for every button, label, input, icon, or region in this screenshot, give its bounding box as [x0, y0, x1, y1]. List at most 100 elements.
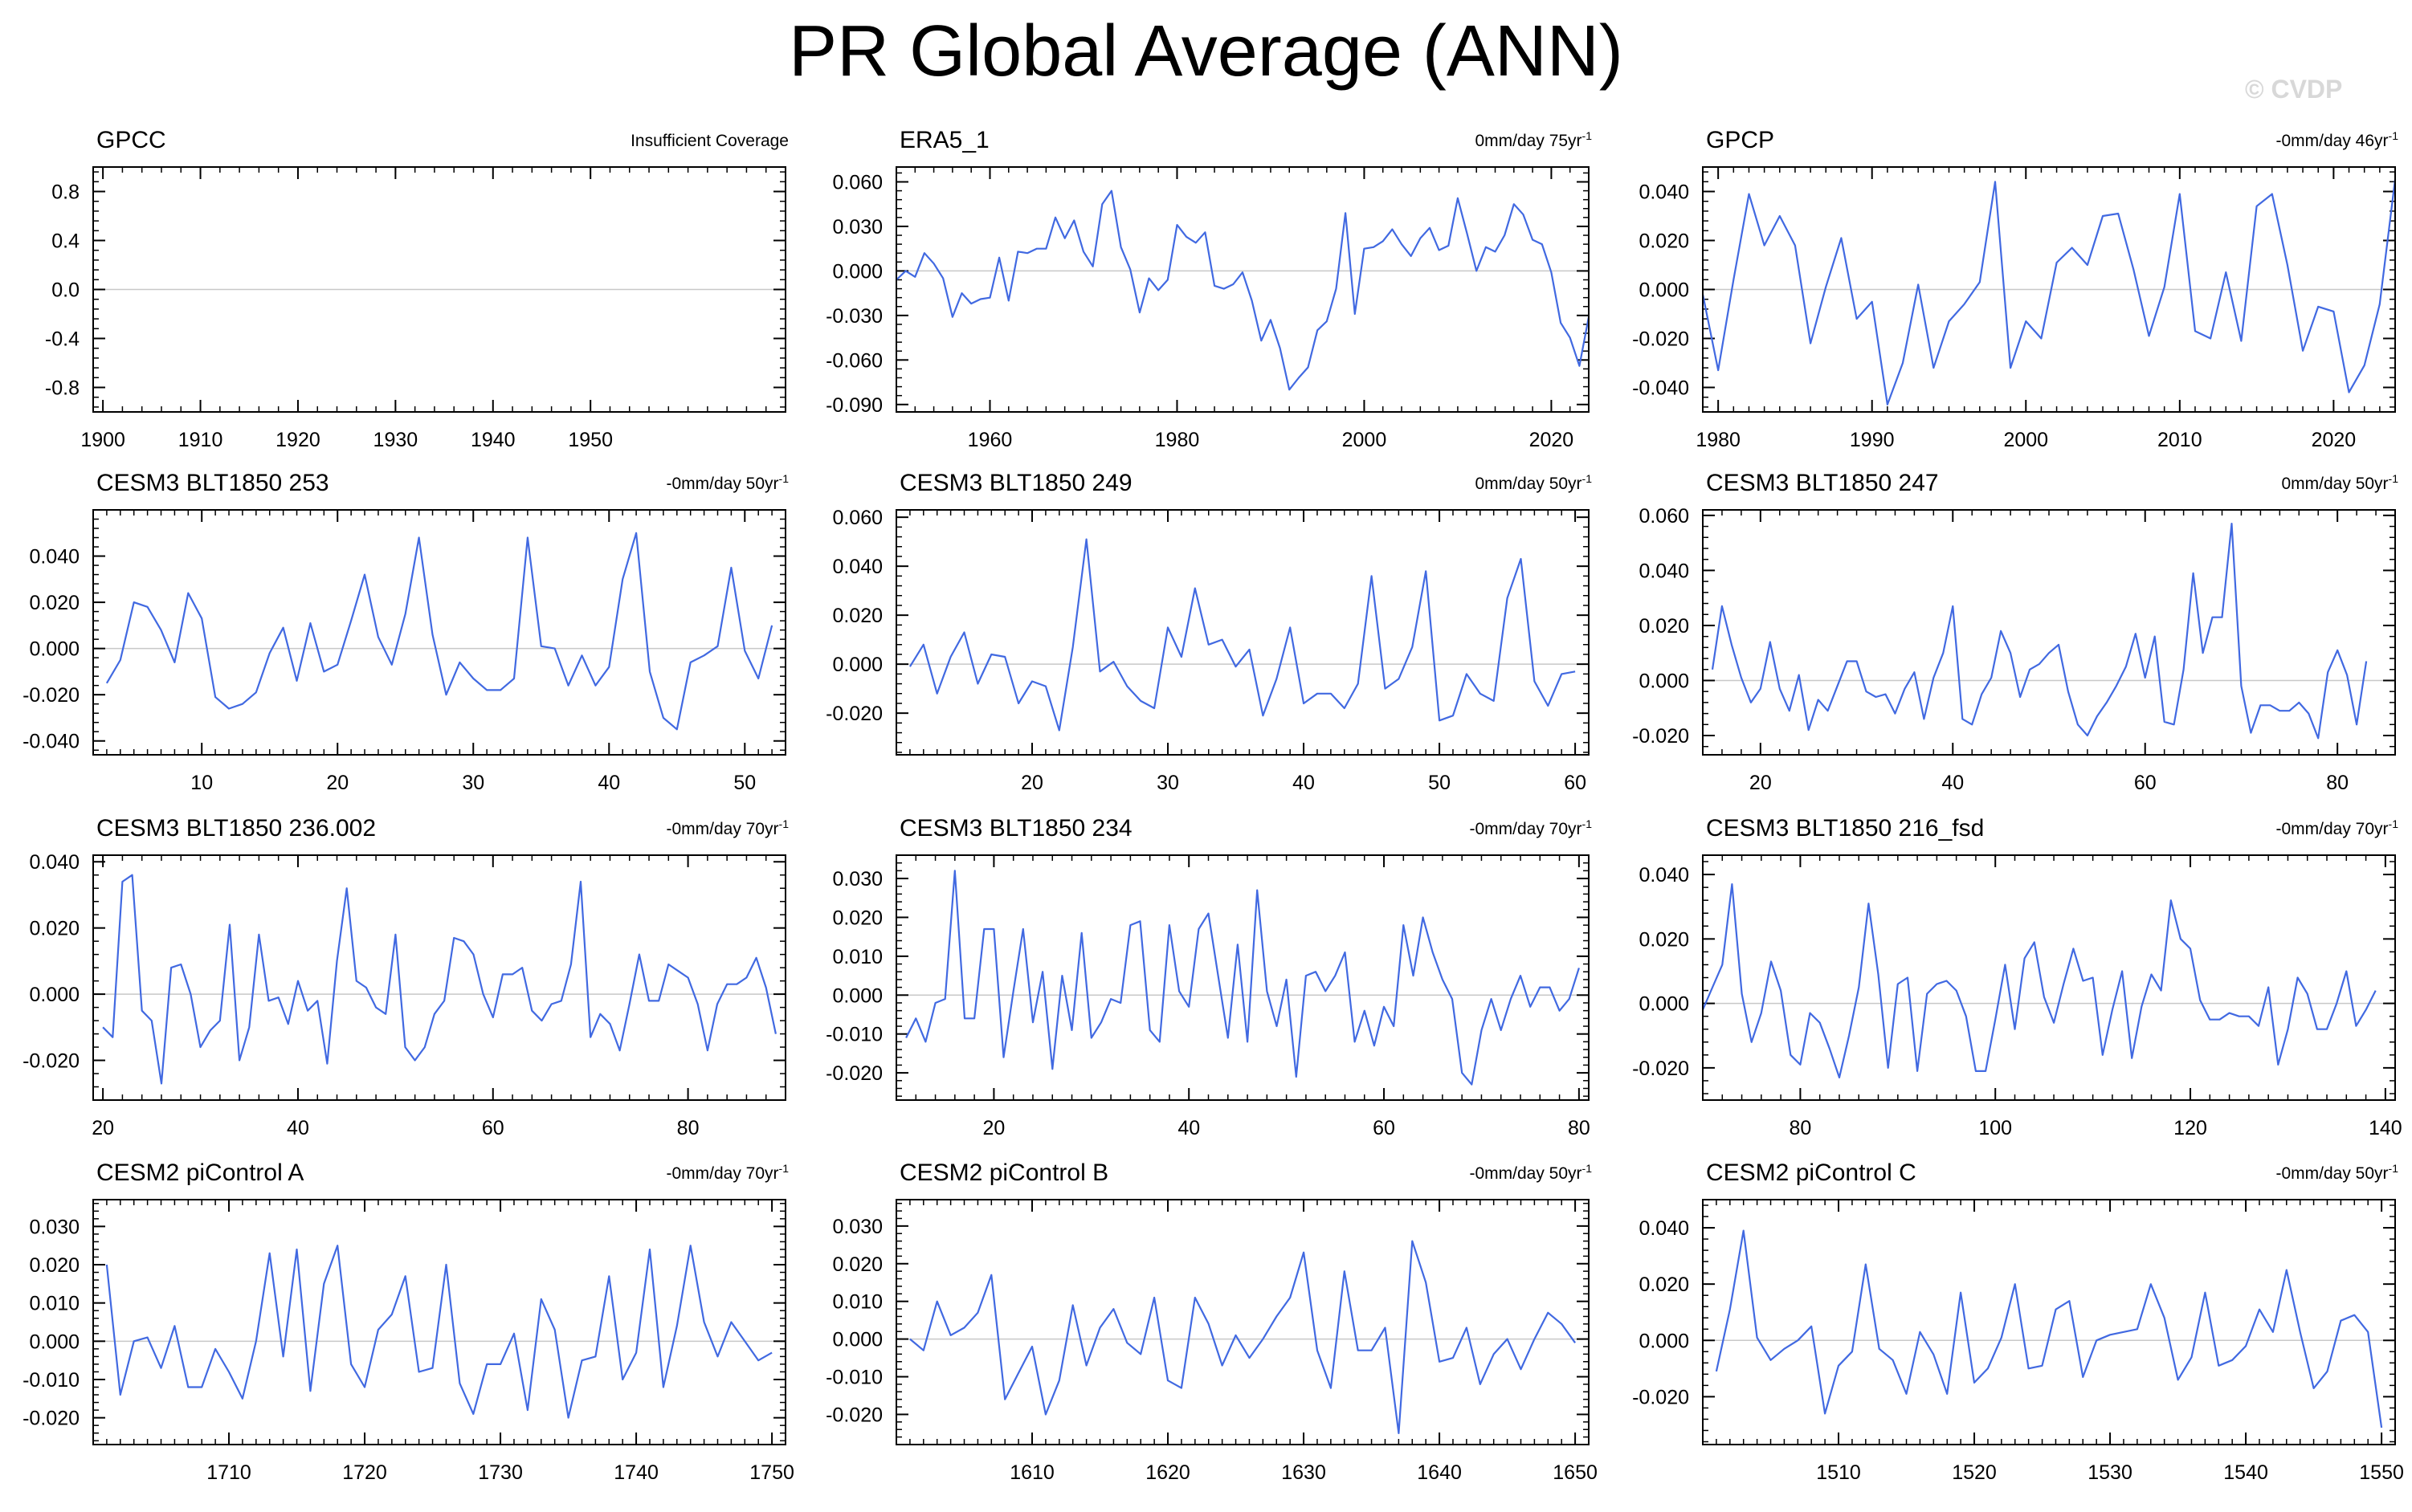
x-tick-label: 1610 [1010, 1461, 1055, 1484]
x-tick-label: 20 [1021, 772, 1043, 794]
cvdp-watermark: © CVDP [2245, 75, 2343, 104]
y-tick-label: -0.020 [826, 1404, 883, 1426]
panel-subtitle: -0mm/day 50yr-1 [1470, 1162, 1593, 1183]
x-tick-label: 80 [1568, 1117, 1590, 1139]
x-tick-label: 1980 [1155, 429, 1200, 451]
y-tick-label: 0.060 [1639, 505, 1689, 528]
y-tick-label: -0.010 [826, 1024, 883, 1046]
x-tick-label: 1960 [968, 429, 1013, 451]
y-tick-label: -0.020 [1632, 1058, 1689, 1080]
x-tick-label: 50 [1428, 772, 1451, 794]
x-tick-label: 1520 [1952, 1461, 1997, 1484]
plot-frame [896, 854, 1590, 1101]
x-tick-label: 1920 [275, 429, 320, 451]
y-tick-label: 0.000 [832, 260, 883, 283]
panel-title: CESM2 piControl A [96, 1159, 304, 1186]
y-tick-label: -0.090 [826, 394, 883, 417]
y-tick-label: 0.020 [832, 907, 883, 929]
chart-panel: 80 100 120 140 -0.020 0.000 0.020 0.040 CESM3 BL… [1632, 815, 2402, 1139]
plot-frame [1702, 1199, 2396, 1445]
plot-frame [896, 509, 1590, 756]
series-line [896, 190, 1590, 391]
y-tick-label: 0.0 [51, 279, 80, 302]
x-tick-label: 1650 [1553, 1461, 1598, 1484]
y-tick-label: 0.040 [832, 556, 883, 578]
x-tick-label: 60 [1564, 772, 1586, 794]
panel-subtitle: -0mm/day 70yr-1 [667, 817, 790, 838]
x-tick-label: 1620 [1145, 1461, 1190, 1484]
panel-title: CESM3 BLT1850 253 [96, 470, 329, 496]
x-tick-label: 1510 [1816, 1461, 1861, 1484]
y-tick-label: 0.020 [832, 1253, 883, 1276]
plot-frame [1702, 166, 2396, 413]
series-line [1715, 1229, 2383, 1428]
y-tick-label: 0.000 [29, 1331, 80, 1353]
x-tick-label: 2010 [2157, 429, 2202, 451]
y-tick-label: 0.000 [832, 1329, 883, 1351]
panel-title: CESM3 BLT1850 236.002 [96, 815, 376, 842]
chart-panel: 20 40 60 80 -0.020 -0.010 0.000 0.010 0.020 0.030… [826, 815, 1592, 1139]
y-tick-label: -0.040 [22, 731, 80, 753]
y-tick-label: -0.040 [1632, 377, 1689, 400]
y-tick-label: -0.020 [22, 1050, 80, 1073]
series-line [1701, 882, 2377, 1079]
x-tick-label: 60 [2134, 772, 2157, 794]
x-tick-label: 1940 [471, 429, 516, 451]
panel-subtitle: -0mm/day 70yr-1 [667, 1162, 790, 1183]
y-tick-label: 0.020 [1639, 928, 1689, 951]
y-tick-label: -0.020 [1632, 328, 1689, 351]
plot-frame [92, 166, 786, 413]
y-tick-label: -0.060 [826, 349, 883, 372]
x-tick-label: 120 [2173, 1117, 2207, 1139]
y-tick-label: -0.020 [22, 684, 80, 707]
y-tick-label: -0.8 [45, 377, 80, 400]
x-tick-label: 20 [92, 1117, 114, 1139]
plot-frame [1702, 509, 2396, 756]
y-tick-label: 0.020 [832, 605, 883, 627]
y-tick-label: 0.040 [1639, 864, 1689, 886]
plot-frame [92, 1199, 786, 1445]
chart-panel: 20 40 60 80 -0.020 0.000 0.020 0.040 CESM3 BLT18… [22, 815, 789, 1139]
y-tick-label: 0.020 [1639, 230, 1689, 253]
x-tick-label: 1710 [206, 1461, 251, 1484]
x-tick-label: 1910 [178, 429, 223, 451]
series-line [1701, 179, 2397, 406]
x-tick-label: 10 [190, 772, 213, 794]
y-tick-label: 0.060 [832, 507, 883, 529]
series-line [102, 874, 777, 1085]
x-tick-label: 1730 [478, 1461, 523, 1484]
x-tick-label: 80 [2326, 772, 2349, 794]
series-line [105, 1245, 773, 1419]
panel-subtitle: 0mm/day 50yr-1 [1475, 472, 1593, 493]
y-tick-label: 0.010 [29, 1293, 80, 1315]
x-tick-label: 1750 [749, 1461, 794, 1484]
series-line [908, 538, 1576, 732]
x-tick-label: 1900 [80, 429, 125, 451]
panel-subtitle: -0mm/day 50yr-1 [667, 472, 790, 493]
chart-panel: 1710 1720 1730 1740 1750 -0.020 -0.010 0.000 0.0… [22, 1159, 794, 1484]
x-tick-label: 140 [2369, 1117, 2402, 1139]
x-tick-label: 20 [326, 772, 349, 794]
y-tick-label: 0.020 [1639, 615, 1689, 638]
y-tick-label: -0.010 [826, 1367, 883, 1389]
x-tick-label: 1720 [342, 1461, 387, 1484]
y-tick-label: 0.010 [832, 1291, 883, 1314]
x-tick-label: 2000 [2003, 429, 2048, 451]
chart-panel: 20 30 40 50 60 -0.020 0.000 0.020 0.040 0.060 CESM… [826, 470, 1592, 794]
y-tick-label: 0.000 [832, 984, 883, 1007]
x-tick-label: 30 [1157, 772, 1179, 794]
series-line [905, 870, 1580, 1086]
y-tick-label: 0.000 [832, 654, 883, 676]
x-tick-label: 100 [1978, 1117, 2012, 1139]
chart-panel: 20 40 60 80 -0.020 0.000 0.020 0.040 0.060 CESM3 … [1632, 470, 2398, 794]
x-tick-label: 1540 [2223, 1461, 2268, 1484]
y-tick-label: 0.4 [51, 230, 80, 253]
panel-subtitle: -0mm/day 50yr-1 [2276, 1162, 2399, 1183]
y-tick-label: 0.020 [1639, 1274, 1689, 1296]
y-tick-label: 0.000 [1639, 670, 1689, 692]
x-tick-label: 30 [462, 772, 484, 794]
x-tick-label: 60 [482, 1117, 504, 1139]
series-line [909, 1240, 1576, 1435]
panel-title: GPCP [1706, 127, 1774, 153]
